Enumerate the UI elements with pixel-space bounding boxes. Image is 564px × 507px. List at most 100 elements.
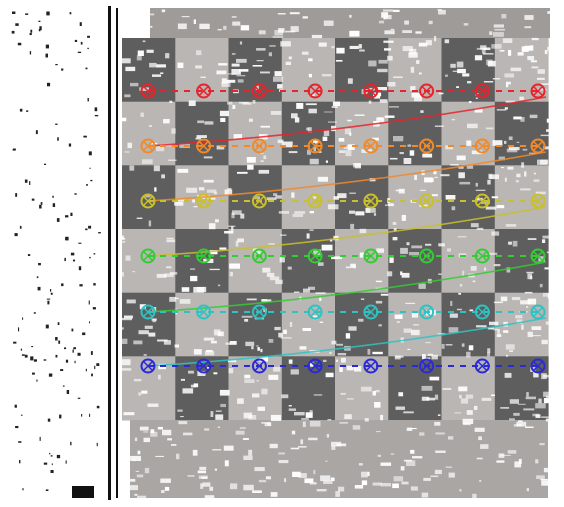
- noise-speck: [180, 416, 184, 418]
- noise-speck: [143, 437, 150, 443]
- noise-speck: [463, 23, 469, 26]
- margin-speck: [90, 179, 93, 182]
- noise-speck: [309, 482, 317, 485]
- noise-speck: [485, 206, 497, 210]
- margin-speck: [60, 369, 64, 371]
- noise-speck: [483, 47, 491, 50]
- margin-speck: [79, 22, 82, 26]
- noise-speck: [380, 414, 384, 421]
- board-square: [281, 229, 336, 294]
- noise-speck: [147, 403, 159, 407]
- noise-speck: [192, 449, 198, 456]
- noise-speck: [199, 23, 210, 29]
- corner-marker-cross: [142, 140, 154, 152]
- margin-speck: [88, 300, 90, 305]
- corner-marker-cross: [421, 85, 433, 97]
- noise-speck: [169, 271, 178, 275]
- noise-speck: [165, 53, 170, 59]
- margin-speck: [88, 225, 92, 229]
- noise-speck: [305, 103, 317, 106]
- corner-marker-cross: [421, 195, 433, 207]
- noise-speck: [135, 470, 140, 472]
- noise-speck: [359, 49, 365, 52]
- noise-speck: [544, 50, 548, 55]
- noise-speck: [387, 271, 393, 277]
- noise-speck: [540, 134, 550, 137]
- noise-speck: [311, 34, 323, 39]
- noise-speck: [245, 341, 255, 347]
- margin-speck: [35, 130, 38, 135]
- noise-speck: [459, 394, 462, 399]
- noise-speck: [243, 455, 253, 460]
- noise-speck: [425, 40, 432, 46]
- margin-speck: [31, 346, 34, 348]
- corner-marker-cross: [365, 140, 377, 152]
- noise-speck: [248, 449, 253, 456]
- noise-speck: [156, 273, 167, 278]
- noise-speck: [375, 300, 383, 304]
- noise-speck: [257, 347, 260, 351]
- corner-marker: [419, 193, 435, 209]
- noise-speck: [178, 421, 188, 425]
- noise-speck: [437, 414, 441, 416]
- noise-speck: [411, 93, 422, 98]
- noise-speck: [161, 174, 165, 179]
- corner-marker: [251, 138, 267, 154]
- noise-speck: [456, 86, 459, 88]
- noise-speck: [308, 437, 318, 441]
- noise-speck: [372, 137, 379, 141]
- noise-speck: [444, 39, 450, 44]
- noise-speck: [203, 156, 213, 159]
- margin-speck: [64, 257, 66, 262]
- noise-speck: [524, 291, 533, 294]
- noise-speck: [121, 368, 132, 371]
- noise-speck: [309, 410, 313, 414]
- noise-speck: [546, 251, 553, 254]
- noise-speck: [403, 411, 414, 414]
- noise-speck: [492, 140, 503, 146]
- noise-speck: [148, 332, 156, 337]
- corner-marker: [251, 304, 267, 320]
- margin-speck: [37, 286, 41, 291]
- corner-marker: [140, 193, 156, 209]
- noise-speck: [174, 201, 184, 206]
- margin-speck: [45, 44, 49, 49]
- corner-marker: [140, 248, 156, 264]
- noise-speck: [281, 141, 293, 148]
- noise-speck: [155, 455, 164, 457]
- noise-speck: [133, 340, 143, 345]
- noise-speck: [466, 165, 474, 169]
- noise-speck: [260, 125, 270, 128]
- noise-speck: [252, 100, 256, 104]
- corner-marker: [251, 358, 267, 374]
- margin-speck: [46, 298, 51, 300]
- noise-speck: [517, 52, 524, 56]
- noise-speck: [309, 421, 321, 427]
- noise-speck: [237, 171, 248, 174]
- corner-marker-cross: [476, 140, 488, 152]
- noise-speck: [480, 444, 489, 449]
- noise-speck: [396, 321, 400, 324]
- noise-speck: [457, 236, 467, 238]
- noise-speck: [347, 119, 352, 122]
- margin-speck: [47, 300, 50, 305]
- noise-speck: [264, 423, 269, 427]
- noise-speck: [406, 242, 410, 246]
- noise-speck: [124, 315, 133, 319]
- noise-speck: [138, 392, 142, 396]
- corner-row-1: [140, 83, 547, 147]
- margin-speck: [85, 228, 88, 231]
- noise-speck: [177, 168, 189, 173]
- noise-speck: [542, 293, 551, 297]
- noise-speck: [197, 470, 206, 474]
- noise-speck: [308, 286, 315, 290]
- noise-speck: [190, 268, 196, 270]
- corner-marker: [530, 358, 546, 374]
- noise-speck: [468, 345, 474, 351]
- margin-speck: [74, 193, 77, 195]
- noise-speck: [333, 196, 339, 200]
- margin-speck: [87, 47, 89, 50]
- noise-speck: [166, 239, 176, 243]
- noise-speck: [445, 74, 448, 77]
- noise-speck: [408, 52, 418, 58]
